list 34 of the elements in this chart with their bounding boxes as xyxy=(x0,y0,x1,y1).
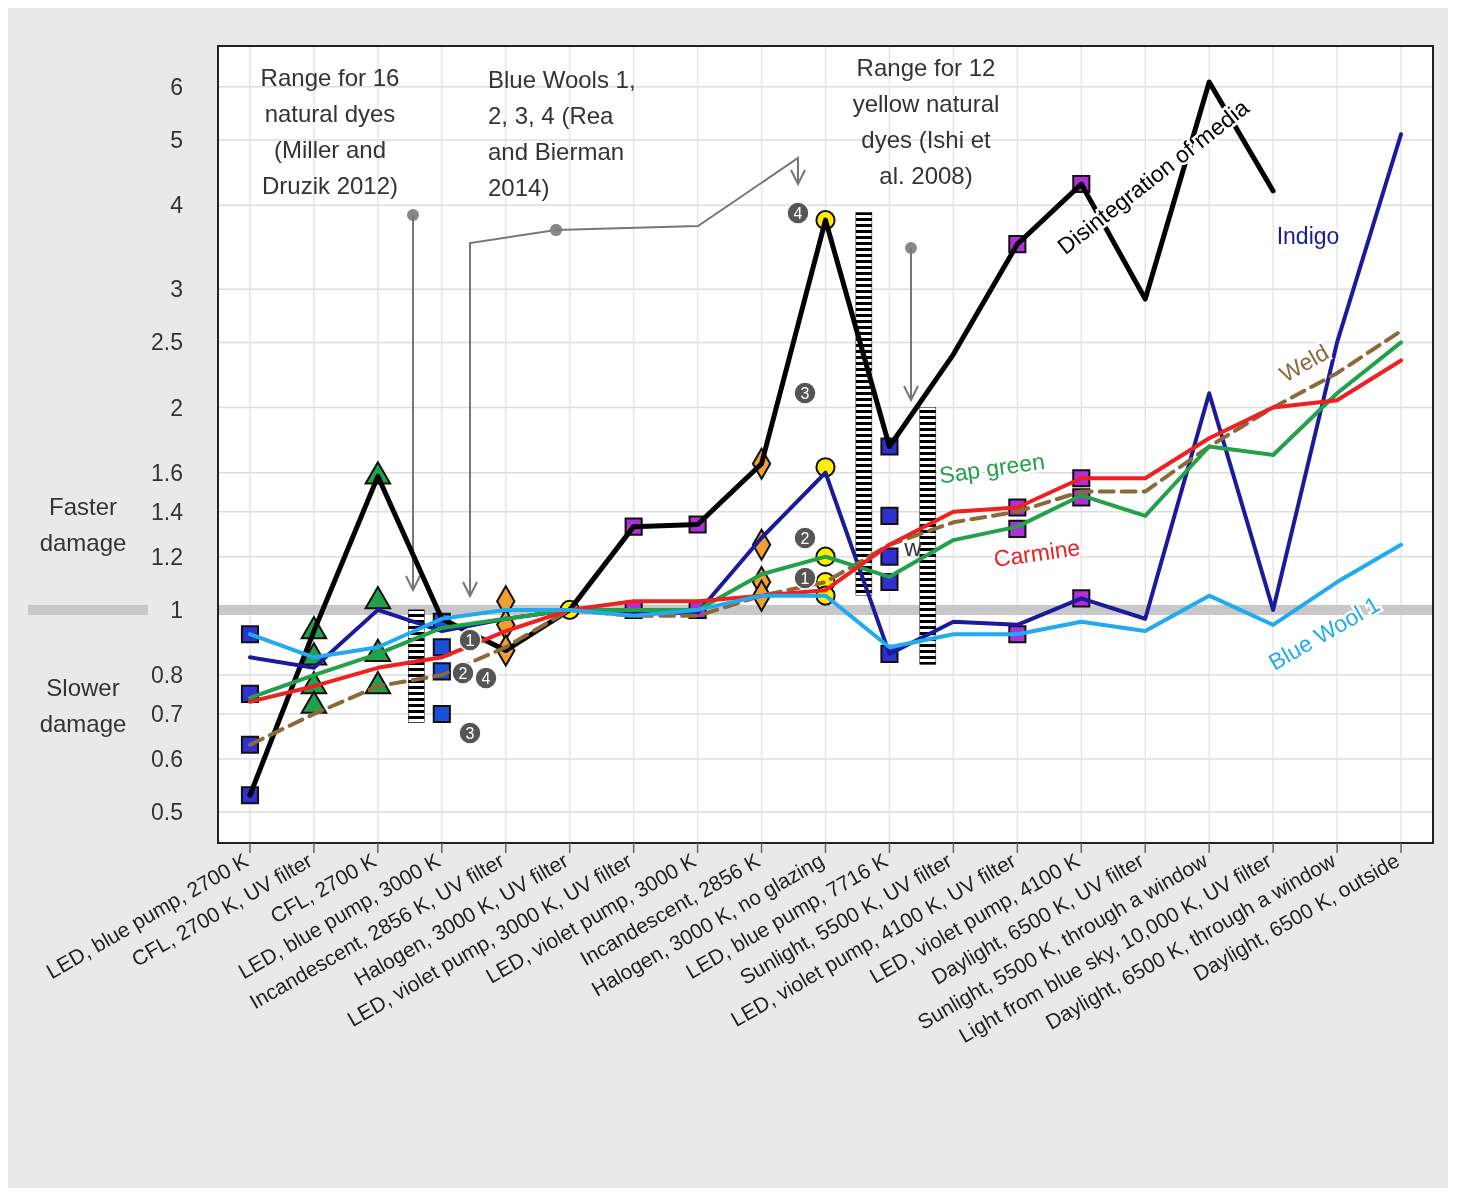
annotation: 3 xyxy=(465,725,475,742)
y-tick-label: 2 xyxy=(170,394,183,421)
annotation: 4 xyxy=(481,670,491,687)
y-tick-label: 1.2 xyxy=(151,543,183,570)
text: Blue Wool 1 xyxy=(1263,590,1385,676)
text: Sap green xyxy=(937,447,1047,489)
y-tick-label: 6 xyxy=(170,73,183,100)
text: Weld xyxy=(1274,338,1334,388)
annotation: w xyxy=(903,534,923,561)
bar xyxy=(855,212,873,596)
annotation: 2 xyxy=(800,530,810,547)
annotation: 2 xyxy=(458,665,468,682)
annotation: Blue Wools 1, 2, 3, 4 (Rea and Bierman 2014) xyxy=(488,66,636,201)
y-tick-label: 4 xyxy=(170,192,184,219)
y-tick-label: 5 xyxy=(170,127,183,154)
annotation: 1 xyxy=(465,632,475,649)
annotation: 1 xyxy=(800,570,810,587)
y-tick-label: 0.5 xyxy=(151,799,183,826)
series-label: Indigo xyxy=(1276,223,1340,249)
annotation: Range for 16 natural dyes (Miller and Druzik 2012) xyxy=(260,64,400,199)
y-tick-label: 1.6 xyxy=(151,459,183,486)
text: Slower damage xyxy=(39,674,127,737)
y-tick-label: 2.5 xyxy=(151,329,183,356)
annotation: Range for 12 yellow natural dyes (Ishi et al. 2008) xyxy=(852,54,1000,189)
y-tick-label: 0.6 xyxy=(151,746,183,773)
y-tick-label: 0.8 xyxy=(151,662,183,689)
annotation: 3 xyxy=(800,385,810,402)
y-tick-label: 1.4 xyxy=(151,498,184,525)
y-tick-label: 3 xyxy=(170,276,183,303)
text: Carmine xyxy=(992,534,1082,572)
text: Faster damage xyxy=(39,493,127,556)
y-tick-label: 0.7 xyxy=(151,701,183,728)
y-tick-label: 1 xyxy=(170,596,183,623)
annotation: 4 xyxy=(793,205,803,222)
